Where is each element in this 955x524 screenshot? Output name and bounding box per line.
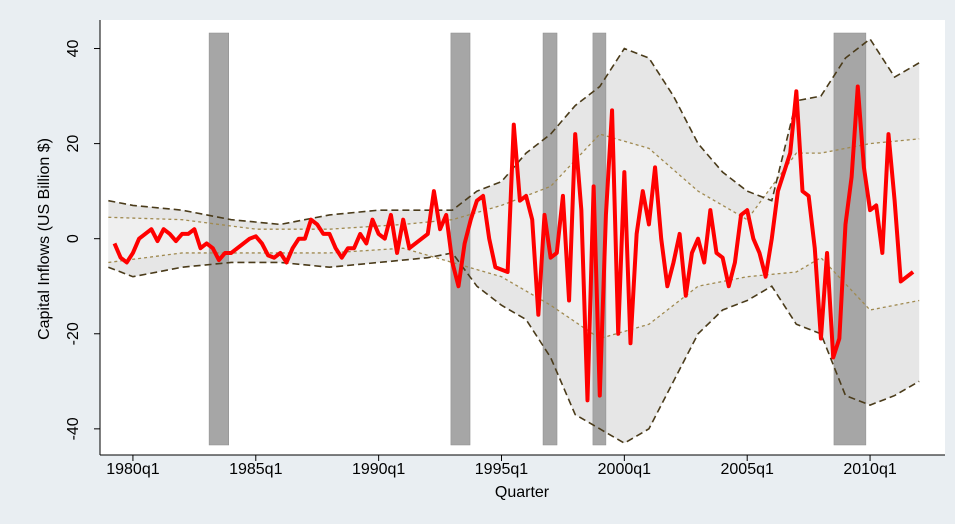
band-area — [108, 134, 920, 339]
x-tick-label: 1980q1 — [106, 461, 159, 478]
x-tick-label: 2005q1 — [721, 461, 774, 478]
shaded-period — [833, 32, 867, 446]
shaded-period — [208, 32, 230, 446]
x-tick-label: 2000q1 — [598, 461, 651, 478]
band-line — [108, 133, 920, 230]
band-line — [108, 37, 920, 226]
data-line — [112, 84, 915, 403]
band-line — [108, 252, 920, 445]
y-tick-label: -40 — [65, 417, 82, 440]
x-tick-label: 1995q1 — [475, 461, 528, 478]
x-tick-label: 1990q1 — [352, 461, 405, 478]
y-tick-label: 40 — [65, 40, 82, 58]
x-tick-label: 1985q1 — [229, 461, 282, 478]
shaded-period — [542, 32, 558, 446]
y-tick-label: 20 — [65, 135, 82, 153]
y-axis-title: Capital Inflows (US Billion $) — [36, 138, 53, 340]
y-tick-label: -20 — [65, 322, 82, 345]
y-tick-label: 0 — [65, 234, 82, 243]
x-axis-title: Quarter — [495, 484, 550, 501]
x-tick-label: 2010q1 — [843, 461, 896, 478]
